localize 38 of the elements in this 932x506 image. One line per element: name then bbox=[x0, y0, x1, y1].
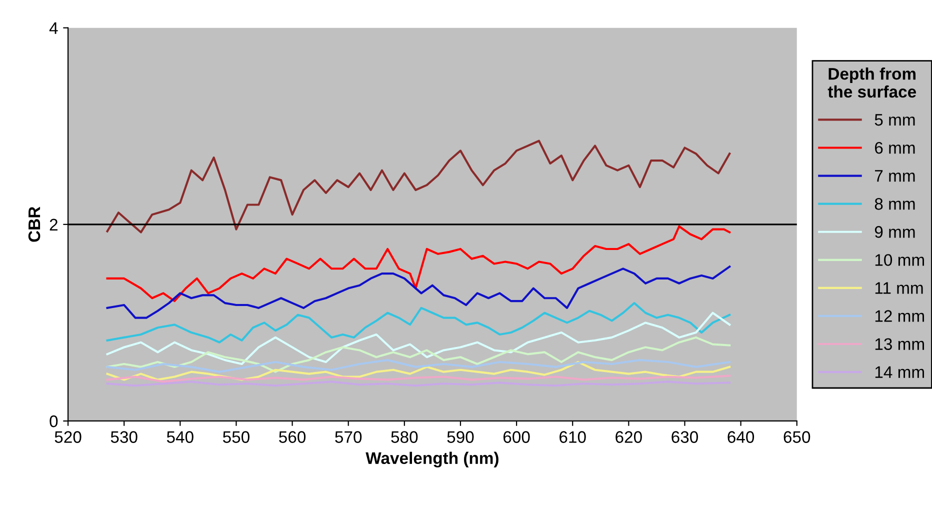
line-series bbox=[106, 360, 731, 381]
line-series bbox=[106, 266, 731, 319]
x-tick-label: 530 bbox=[110, 431, 138, 443]
y-tick-label: 4 bbox=[49, 22, 58, 34]
x-tick-label: 520 bbox=[54, 431, 82, 443]
legend-label: 7 mm bbox=[875, 170, 915, 182]
y-axis-title: CBR bbox=[28, 206, 40, 242]
x-tick-label: 550 bbox=[222, 431, 250, 443]
line-series bbox=[106, 140, 731, 234]
y-tick-label: 0 bbox=[50, 415, 58, 428]
line-series bbox=[106, 302, 731, 344]
legend-label: 6 mm bbox=[874, 142, 915, 154]
line-series bbox=[106, 336, 731, 373]
line-series bbox=[106, 312, 731, 366]
line-series bbox=[106, 359, 731, 373]
legend-label: 13 mm bbox=[875, 338, 924, 350]
legend-label: 8 mm bbox=[874, 198, 915, 210]
legend-label: 5 mm bbox=[874, 114, 915, 126]
x-tick-label: 600 bbox=[503, 431, 530, 443]
x-tick-label: 640 bbox=[728, 431, 754, 443]
x-tick-label: 580 bbox=[391, 431, 418, 443]
x-tick-label: 540 bbox=[166, 431, 194, 443]
legend-label: 10 mm bbox=[875, 254, 924, 266]
legend-label: 12 mm bbox=[875, 310, 924, 322]
x-tick-label: 630 bbox=[672, 431, 698, 443]
legend-title: Depth from the surface bbox=[828, 67, 916, 98]
legend-label: 14 mm bbox=[875, 366, 924, 378]
x-tick-label: 650 bbox=[784, 431, 810, 443]
legend-label: 11 mm bbox=[875, 282, 923, 294]
x-tick-label: 620 bbox=[616, 431, 642, 443]
x-tick-label: 560 bbox=[279, 431, 306, 443]
x-axis-title: Wavelength (nm) bbox=[366, 452, 498, 468]
x-tick-label: 610 bbox=[560, 431, 586, 443]
x-tick-label: 570 bbox=[335, 431, 362, 443]
x-tick-label: 590 bbox=[447, 431, 474, 443]
line-series bbox=[106, 225, 731, 302]
legend-label: 9 mm bbox=[874, 226, 915, 238]
y-tick-label: 2 bbox=[50, 218, 58, 230]
